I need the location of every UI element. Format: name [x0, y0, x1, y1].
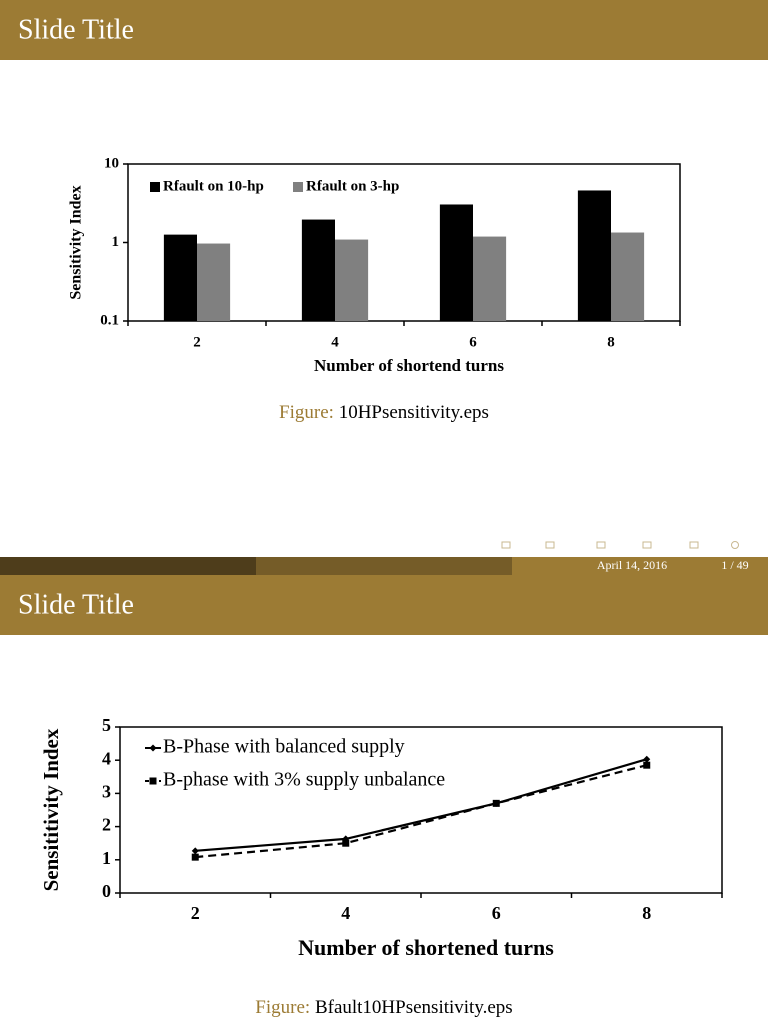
- y-tick-label: 0: [102, 881, 111, 901]
- bar: [197, 243, 231, 321]
- caption-text: Bfault10HPsensitivity.eps: [315, 997, 513, 1018]
- legend-label: B-phase with 3% supply unbalance: [163, 769, 445, 791]
- caption: Figure: 10HPsensitivity.eps: [279, 402, 489, 423]
- series-line: [195, 758, 648, 852]
- data-point: [191, 853, 199, 861]
- y-tick-label: 5: [102, 715, 111, 735]
- legend-marker: [149, 744, 157, 752]
- x-tick-label: 4: [331, 334, 339, 350]
- y-tick-label: 1: [102, 848, 111, 868]
- footer-bar: [0, 557, 256, 575]
- x-axis-label: Number of shortened turns: [298, 935, 554, 960]
- caption: Figure: Bfault10HPsensitivity.eps: [255, 997, 512, 1018]
- x-tick-label: 6: [469, 334, 477, 350]
- legend-label: Rfault on 10-hp: [163, 178, 264, 194]
- bar: [335, 239, 369, 321]
- x-tick-label: 6: [492, 903, 501, 923]
- footer-bar: [512, 557, 768, 575]
- y-tick-label: 0.1: [100, 312, 119, 328]
- legend-label: Rfault on 3-hp: [306, 178, 399, 194]
- data-point: [342, 839, 350, 847]
- series-line: [195, 764, 648, 859]
- x-tick-label: 8: [642, 903, 651, 923]
- y-tick-label: 3: [102, 782, 111, 802]
- x-tick-label: 2: [193, 334, 201, 350]
- bar: [577, 190, 611, 321]
- x-tick-label: 2: [191, 903, 200, 923]
- y-axis-label: Sensitivity Index: [68, 185, 85, 299]
- y-axis-label: Sensititivity Index: [39, 728, 63, 891]
- legend-label: B-Phase with balanced supply: [163, 736, 405, 758]
- legend-swatch: [293, 182, 303, 192]
- footer-date: April 14, 2016: [597, 558, 667, 572]
- header-bar: [0, 575, 768, 635]
- bar: [439, 204, 473, 321]
- y-tick-label: 4: [102, 748, 111, 768]
- footer-bar: [256, 557, 512, 575]
- caption-label: Figure:: [279, 402, 334, 423]
- bar: [301, 219, 335, 321]
- y-tick-label: 10: [104, 155, 119, 171]
- data-point: [643, 761, 651, 769]
- caption-text: 10HPsensitivity.eps: [339, 402, 489, 423]
- x-axis-label: Number of shortend turns: [314, 356, 504, 375]
- footer-page: 1 / 49: [721, 558, 748, 572]
- legend-swatch: [150, 182, 160, 192]
- slide-title: Slide Title: [18, 14, 134, 45]
- bar: [611, 232, 645, 321]
- data-point: [643, 755, 651, 763]
- bar: [163, 234, 197, 321]
- legend-marker: [149, 777, 157, 785]
- header-bar: [0, 0, 768, 60]
- y-tick-label: 2: [102, 815, 111, 835]
- data-point: [492, 799, 500, 807]
- slide-title: Slide Title: [18, 589, 134, 620]
- bar: [473, 236, 507, 321]
- nav-symbols: [501, 541, 739, 549]
- caption-label: Figure:: [255, 997, 310, 1018]
- x-tick-label: 8: [607, 334, 615, 350]
- x-tick-label: 4: [341, 903, 350, 923]
- y-tick-label: 1: [112, 234, 120, 250]
- data-point: [191, 847, 199, 855]
